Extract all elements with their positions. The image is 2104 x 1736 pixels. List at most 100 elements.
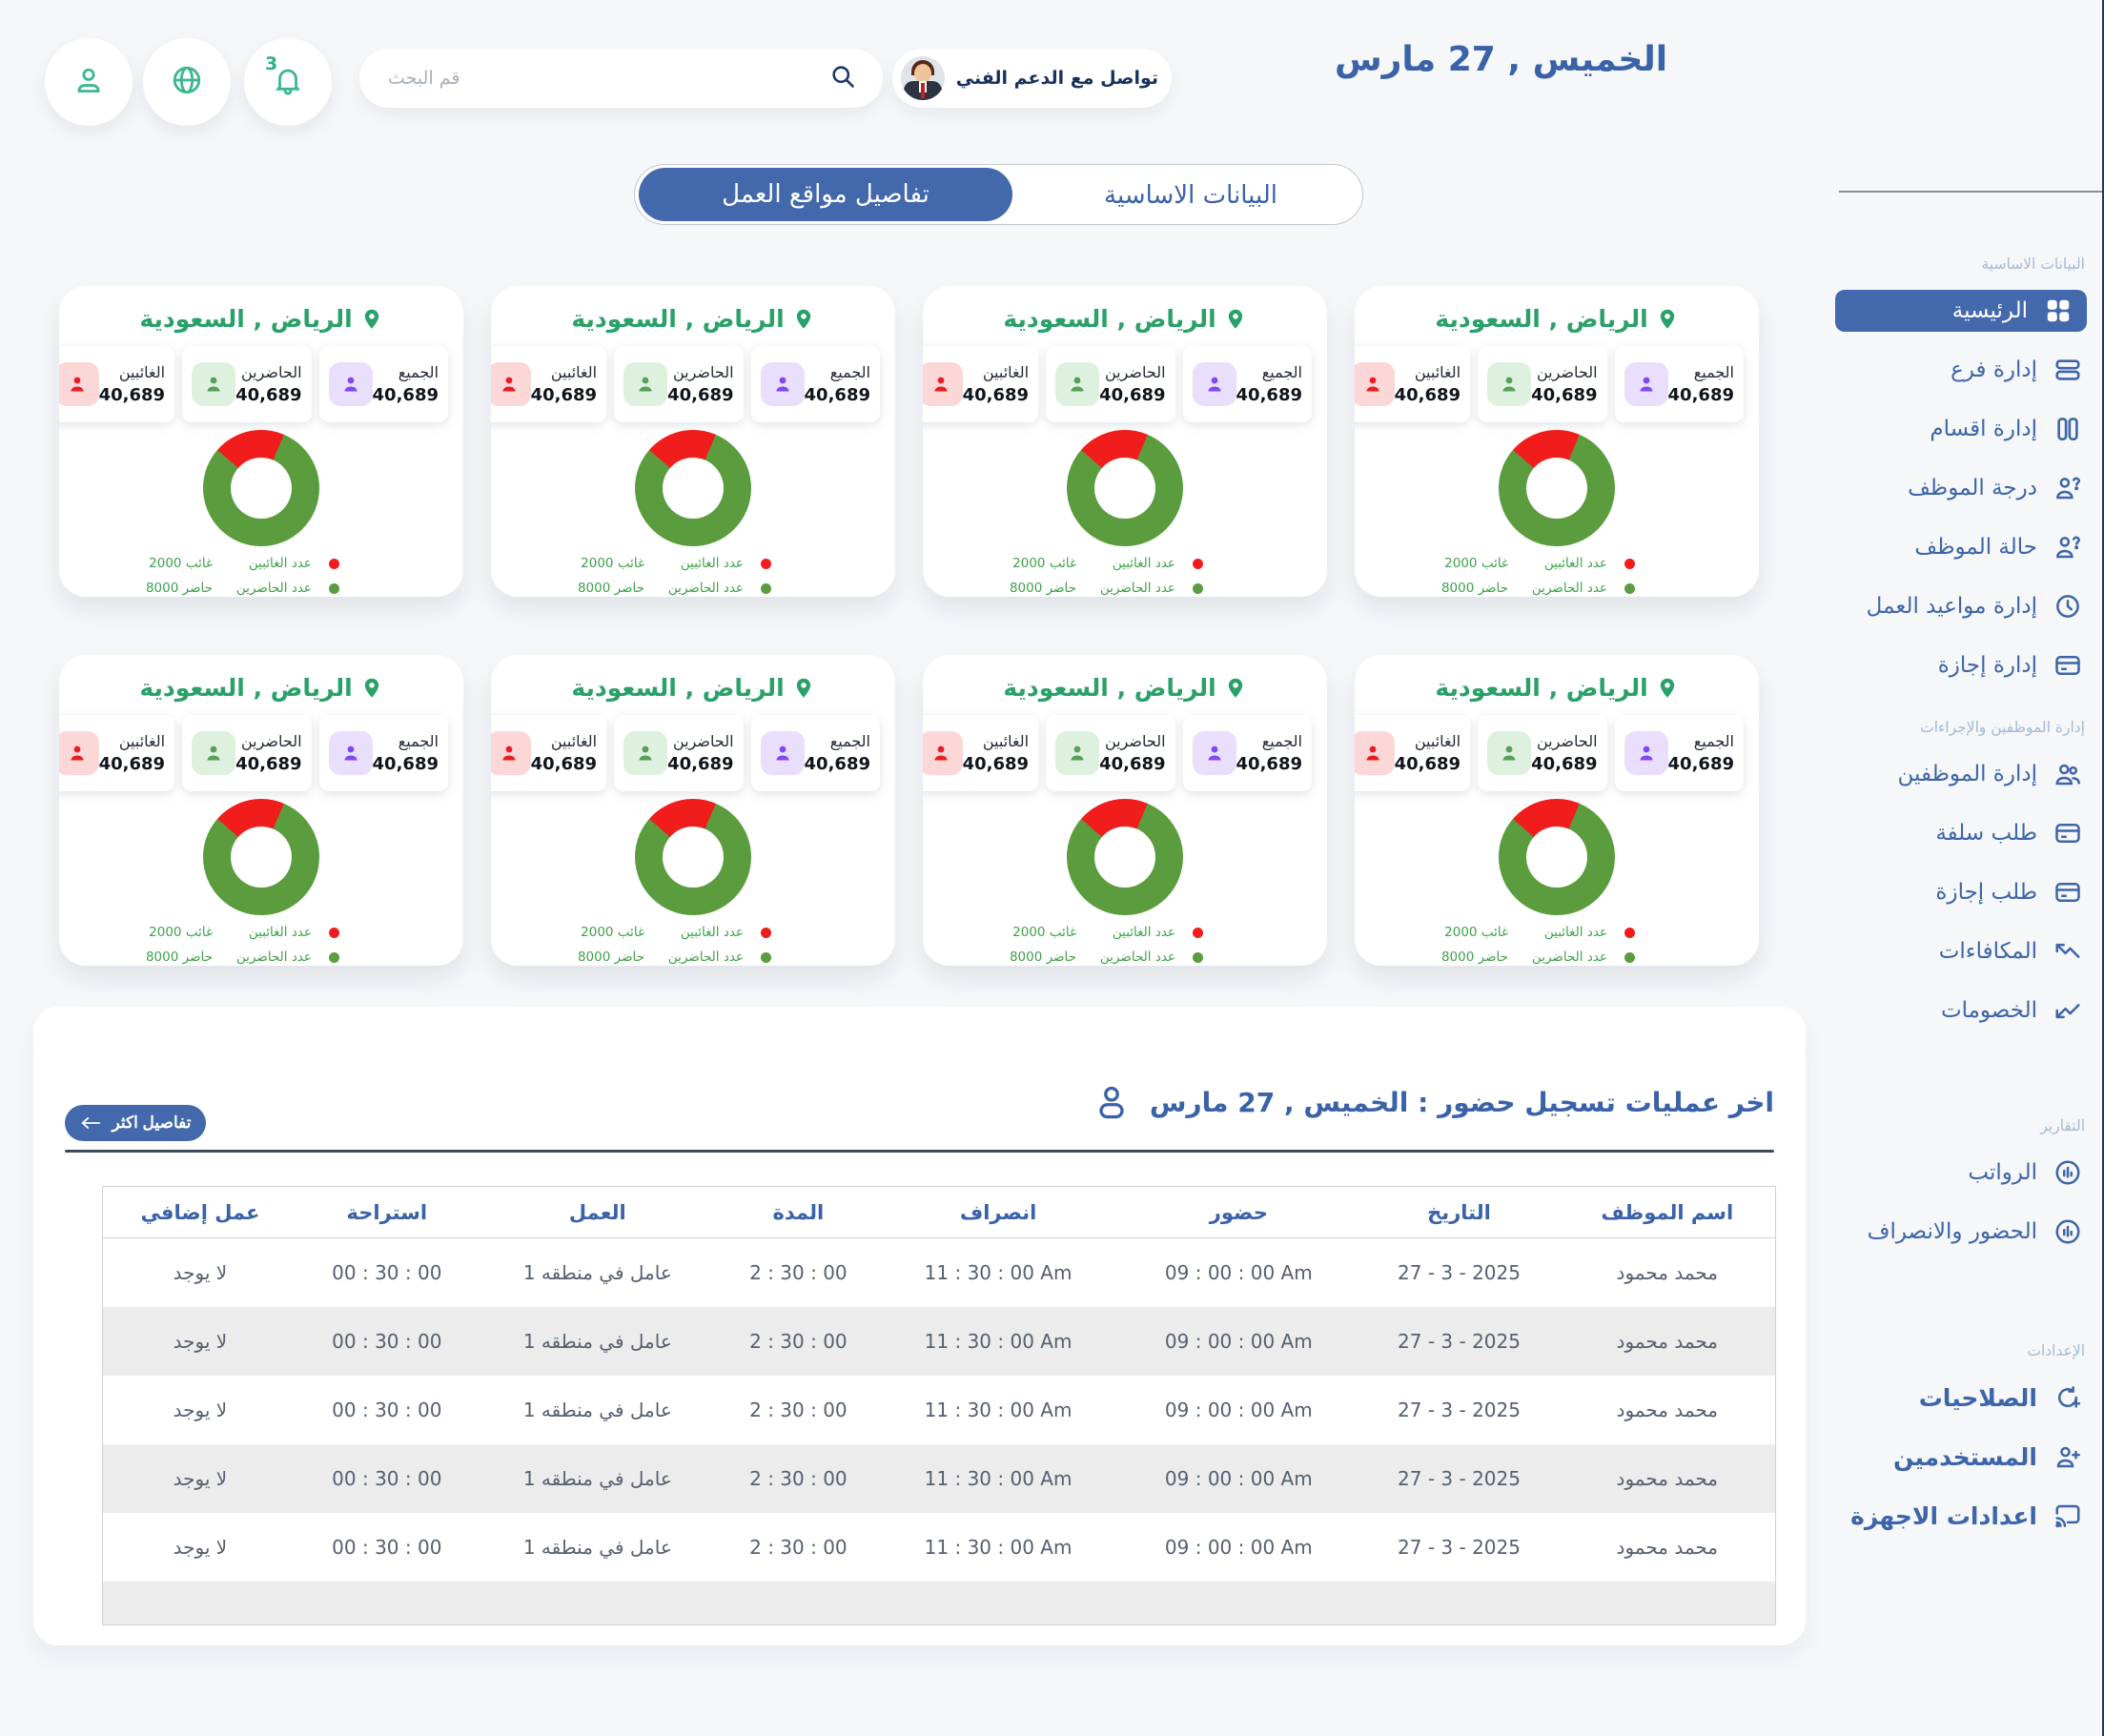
- sidebar-item-employee-status[interactable]: حالة الموظف: [1820, 526, 2102, 568]
- table-row[interactable]: محمد محمود 27 - 3 - 2025 09 : 00 : 00 Am 11…: [103, 1238, 1776, 1307]
- legend-dot: [761, 558, 771, 569]
- sidebar-item-bar-chart[interactable]: الرواتب: [1820, 1152, 2102, 1194]
- stat-chip-value: 40,689: [1099, 385, 1166, 405]
- employee-status-icon: [2053, 532, 2083, 562]
- work-site-card[interactable]: الرياض , السعودية الجميع 40,689 الحاضرين…: [1355, 286, 1759, 597]
- stat-chip: الغائبين 40,689: [923, 346, 1039, 422]
- table-cell: 27 - 3 - 2025: [1398, 1260, 1521, 1284]
- tab-basic-data[interactable]: البيانات الاساسية: [1104, 181, 1277, 210]
- stat-chip-value: 40,689: [530, 754, 598, 774]
- legend-row: عدد الحاضرين 8000 حاضر: [1355, 950, 1635, 965]
- sidebar-item-trend-up[interactable]: المكافاءات: [1820, 930, 2102, 972]
- stat-chip-value: 40,689: [1667, 754, 1734, 774]
- sidebar-item-grid[interactable]: الرئيسية: [1835, 290, 2087, 332]
- table-row[interactable]: محمد محمود 27 - 3 - 2025 09 : 00 : 00 Am 11…: [103, 1376, 1776, 1444]
- attendance-panel: اخر عمليات تسجيل حضور : الخميس , 27 مارس…: [33, 1007, 1806, 1645]
- sidebar-item-card[interactable]: طلب إجازة: [1820, 871, 2102, 913]
- stat-chip-label: الحاضرين: [1536, 363, 1598, 381]
- stat-chip-value: 40,689: [667, 754, 734, 774]
- work-site-card[interactable]: الرياض , السعودية الجميع 40,689 الحاضرين…: [491, 655, 895, 966]
- table-cell: لا يوجد: [173, 1260, 228, 1284]
- person-icon: [207, 745, 220, 761]
- column-header: استراحة: [296, 1186, 477, 1238]
- search-icon[interactable]: [829, 63, 856, 93]
- stat-chip-value: 40,689: [1531, 754, 1598, 774]
- stat-chip-label: الجميع: [1693, 363, 1734, 381]
- more-details-button[interactable]: تفاصيل اكثر: [65, 1105, 206, 1141]
- person-icon: [1366, 377, 1379, 392]
- sidebar-item-departments[interactable]: إدارة اقسام: [1820, 408, 2102, 450]
- work-site-card[interactable]: الرياض , السعودية الجميع 40,689 الحاضرين…: [491, 286, 895, 597]
- stat-chip-value: 40,689: [530, 385, 598, 405]
- legend-value: 2000 غائب: [1012, 556, 1076, 571]
- person-icon: [776, 745, 789, 761]
- stat-chip: الجميع 40,689: [1614, 346, 1744, 422]
- table-cell: 2 : 30 : 00: [749, 1398, 848, 1421]
- bar-chart-icon: [2053, 1157, 2083, 1188]
- person-icon: [1502, 745, 1516, 761]
- stat-chip-label: الحاضرين: [1536, 732, 1598, 750]
- work-site-card[interactable]: الرياض , السعودية الجميع 40,689 الحاضرين…: [59, 286, 463, 597]
- location-pin-icon: [364, 678, 378, 698]
- stat-chip: الجميع 40,689: [750, 346, 880, 422]
- stat-chip-value: 40,689: [1236, 754, 1302, 774]
- stats-chips: الجميع 40,689 الحاضرين 40,689 الغائبين 4…: [59, 346, 463, 422]
- sidebar-item-employees[interactable]: إدارة الموظفين: [1820, 753, 2102, 795]
- table-cell: 09 : 00 : 00 Am: [1164, 1260, 1313, 1284]
- column-header: التاريخ: [1358, 1186, 1560, 1238]
- person-icon: [1071, 745, 1084, 761]
- tab-work-sites-details[interactable]: تفاصيل مواقع العمل: [639, 168, 1012, 221]
- stat-chip-label: الغائبين: [982, 732, 1030, 750]
- legend-value: 8000 حاضر: [145, 950, 213, 965]
- legend-row: عدد الغائبين 2000 غائب: [491, 925, 771, 940]
- sidebar-item-devices[interactable]: اعدادات الاجهزة: [1820, 1495, 2102, 1537]
- table-cell: 11 : 30 : 00 Am: [924, 1260, 1072, 1284]
- table-cell: عامل في منطقه 1: [522, 1398, 672, 1421]
- legend-row: عدد الحاضرين 8000 حاضر: [491, 581, 771, 596]
- legend-row: عدد الغائبين 2000 غائب: [923, 925, 1203, 940]
- sidebar-section-label: الإعدادات: [2027, 1342, 2085, 1359]
- stat-chip: الغائبين 40,689: [59, 715, 175, 791]
- work-site-card[interactable]: الرياض , السعودية الجميع 40,689 الحاضرين…: [1355, 655, 1759, 966]
- legend-dot: [1193, 951, 1203, 963]
- sidebar-item-permissions[interactable]: الصلاحيات: [1820, 1377, 2102, 1419]
- sidebar-item-clock[interactable]: إدارة مواعيد العمل: [1820, 585, 2102, 627]
- table-cell: لا يوجد: [173, 1535, 228, 1559]
- person-icon: [1640, 377, 1653, 392]
- sidebar-item-card[interactable]: إدارة إجازة: [1820, 644, 2102, 686]
- stat-chip-label: الجميع: [1693, 732, 1734, 750]
- stat-chip-label: الغائبين: [982, 363, 1030, 381]
- sidebar-item-label: اعدادات الاجهزة: [1850, 1501, 2037, 1530]
- work-site-card[interactable]: الرياض , السعودية الجميع 40,689 الحاضرين…: [923, 655, 1327, 966]
- table-row[interactable]: محمد محمود 27 - 3 - 2025 09 : 00 : 00 Am 11…: [103, 1513, 1776, 1582]
- legend-value: 2000 غائب: [581, 556, 644, 571]
- sidebar-item-card[interactable]: طلب سلفة: [1820, 812, 2102, 854]
- sidebar-item-branch[interactable]: إدارة فرع: [1820, 349, 2102, 391]
- table-cell: 11 : 30 : 00 Am: [924, 1398, 1072, 1421]
- sidebar-item-bar-chart[interactable]: الحضور والانصراف: [1820, 1211, 2102, 1253]
- legend-dot: [1193, 582, 1203, 594]
- sidebar-item-employee-grade[interactable]: درجة الموظف: [1820, 467, 2102, 509]
- profile-button[interactable]: [45, 38, 133, 126]
- language-button[interactable]: [143, 38, 231, 126]
- contact-support-button[interactable]: تواصل مع الدعم الفني: [892, 49, 1172, 108]
- stats-chips: الجميع 40,689 الحاضرين 40,689 الغائبين 4…: [491, 715, 895, 791]
- table-row[interactable]: محمد محمود 27 - 3 - 2025 09 : 00 : 00 Am 11…: [102, 1306, 1776, 1376]
- stat-chip: الحاضرين 40,689: [182, 346, 312, 422]
- sidebar-item-user-plus[interactable]: المستخدمين: [1820, 1436, 2102, 1478]
- notification-count-badge: 3: [265, 53, 278, 74]
- work-site-card[interactable]: الرياض , السعودية الجميع 40,689 الحاضرين…: [59, 655, 463, 966]
- card-icon: [2053, 877, 2083, 908]
- table-cell: 11 : 30 : 00 Am: [924, 1329, 1072, 1353]
- person-icon: [639, 745, 652, 761]
- work-site-card[interactable]: الرياض , السعودية الجميع 40,689 الحاضرين…: [923, 286, 1327, 597]
- legend-dot: [761, 927, 771, 938]
- sidebar-item-label: طلب إجازة: [1935, 880, 2037, 905]
- stat-chip-value: 40,689: [1099, 754, 1166, 774]
- search-input[interactable]: قم البحث: [359, 49, 883, 108]
- sidebar: البيانات الاساسية الرئيسية إدارة فرع إدا…: [1820, 0, 2104, 1736]
- person-icon: [344, 377, 357, 392]
- sidebar-item-trend-down[interactable]: الخصومات: [1820, 990, 2102, 1031]
- notifications-button[interactable]: 3: [244, 38, 332, 126]
- table-row[interactable]: محمد محمود 27 - 3 - 2025 09 : 00 : 00 Am 11…: [102, 1443, 1776, 1513]
